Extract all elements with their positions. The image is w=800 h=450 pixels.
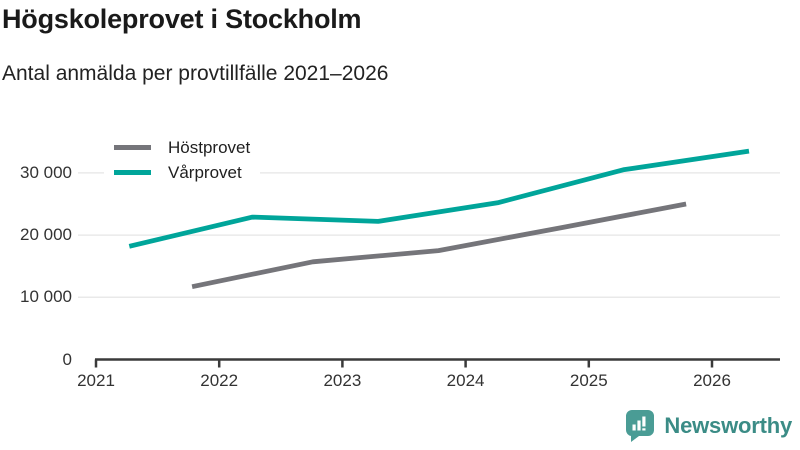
series-line-vårprovet [128,148,750,249]
legend-swatch [114,145,151,150]
legend-item: Vårprovet [114,160,250,185]
brand-name: Newsworthy [664,412,792,438]
x-axis-tick-label: 2024 [446,371,485,390]
chart-title: Högskoleprovet i Stockholm [2,4,362,34]
y-axis-tick-label: 10 000 [20,287,72,307]
brand-footer: Newsworthy [625,409,792,442]
y-axis-tick-label: 30 000 [20,162,72,182]
x-axis-tick-label: 2025 [569,371,608,390]
legend: Höstprovet Vårprovet [104,135,261,185]
newsworthy-logo-icon [626,410,655,442]
series-lines [128,148,750,290]
series-line-höstprovet [191,201,687,290]
legend-swatch [114,170,151,175]
legend-label: Höstprovet [168,137,251,157]
y-axis-tick-label: 20 000 [20,225,72,245]
chart-subtitle: Antal anmälda per provtillfälle 2021–202… [2,62,389,85]
x-axis-tick-label: 2026 [693,371,731,390]
bar-chart-glyph [632,416,646,431]
legend-label: Vårprovet [168,162,242,182]
x-axis-tick-label: 2023 [323,371,362,390]
x-axis [94,358,780,368]
x-axis-tick-label: 2022 [200,371,239,390]
y-axis-tick-label: 0 [62,349,72,369]
x-axis-tick-label: 2021 [77,371,115,390]
legend-item: Höstprovet [114,135,250,160]
